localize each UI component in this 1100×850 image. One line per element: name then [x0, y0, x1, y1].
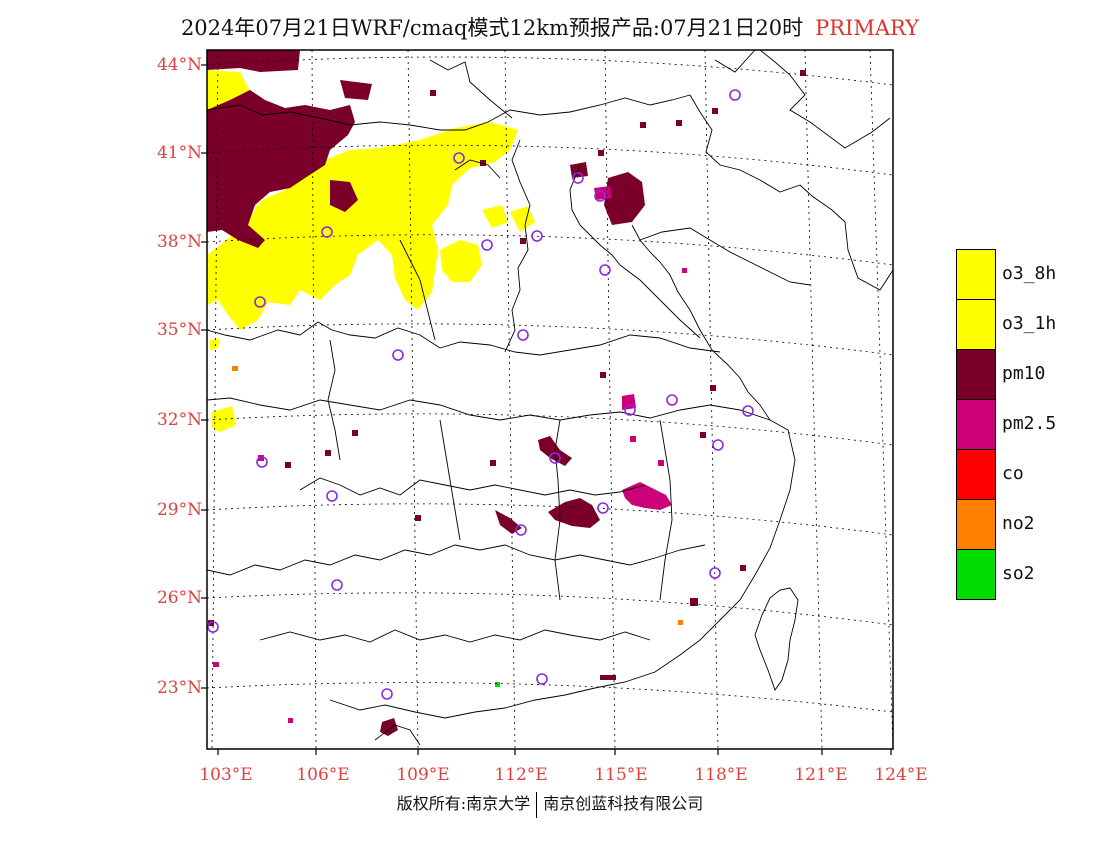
legend-swatch — [956, 399, 996, 450]
pm10-region-northwest — [207, 50, 645, 736]
lat-label-23n: 23°N — [156, 678, 202, 698]
title-main: 2024年07月21日WRF/cmaq模式12km预报产品:07月21日20时 — [180, 16, 804, 40]
map-title: 2024年07月21日WRF/cmaq模式12km预报产品:07月21日20时 P… — [0, 12, 1100, 42]
lat-label-44n: 44°N — [156, 55, 202, 75]
legend-swatch — [956, 499, 996, 550]
copyright-left: 版权所有:南京大学 — [396, 794, 531, 813]
legend-swatch — [956, 349, 996, 400]
legend-swatch — [956, 249, 996, 300]
legend-swatch — [956, 299, 996, 350]
map-frame — [206, 49, 894, 750]
lat-label-35n: 35°N — [156, 320, 202, 340]
copyright-right: 南京创蓝科技有限公司 — [543, 794, 704, 813]
legend-label: o3_1h — [1002, 313, 1057, 334]
boundary-lines — [207, 50, 893, 746]
lon-label-106e: 106°E — [296, 765, 350, 785]
lon-label-103e: 103°E — [199, 765, 253, 785]
o3-region-northwest — [207, 70, 535, 432]
lat-label-41n: 41°N — [156, 143, 202, 163]
lat-label-32n: 32°N — [156, 410, 202, 430]
legend-label: o3_8h — [1002, 263, 1057, 284]
lat-label-38n: 38°N — [156, 232, 202, 252]
legend-label: so2 — [1002, 563, 1035, 584]
copyright-separator — [536, 791, 538, 818]
legend-label: pm10 — [1002, 363, 1046, 384]
legend-label: no2 — [1002, 513, 1035, 534]
lon-label-109e: 109°E — [396, 765, 450, 785]
legend-swatch — [956, 549, 996, 600]
legend-label: pm2.5 — [1002, 413, 1057, 434]
graticule-lines — [207, 50, 893, 749]
legend-label: co — [1002, 463, 1024, 484]
station-markers — [207, 89, 754, 700]
lon-label-115e: 115°E — [594, 765, 648, 785]
lon-label-124e: 124°E — [874, 765, 928, 785]
lon-label-112e: 112°E — [494, 765, 548, 785]
title-primary-tag: PRIMARY — [815, 16, 920, 40]
legend-swatch — [956, 449, 996, 500]
axis-ticks — [201, 64, 892, 755]
lon-label-121e: 121°E — [794, 765, 848, 785]
copyright-line: 版权所有:南京大学 南京创蓝科技有限公司 — [0, 790, 1100, 818]
lon-label-118e: 118°E — [694, 765, 748, 785]
lat-label-26n: 26°N — [156, 588, 202, 608]
lat-label-29n: 29°N — [156, 500, 202, 520]
